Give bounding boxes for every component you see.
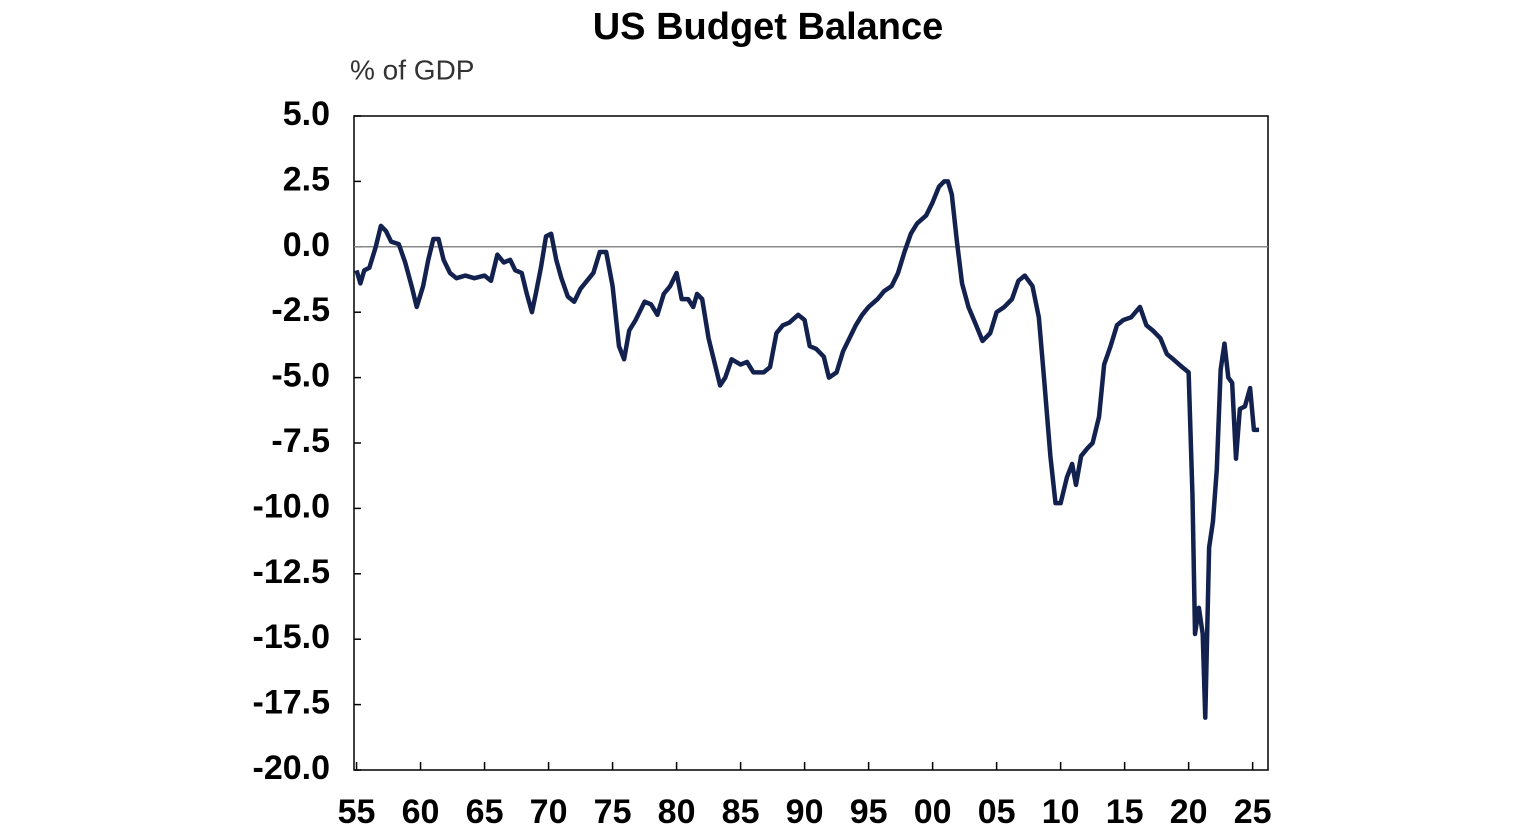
y-tick-label: -7.5: [271, 422, 330, 460]
x-tick-label: 15: [1106, 793, 1144, 831]
x-tick-label: 75: [594, 793, 632, 831]
x-tick-label: 65: [466, 793, 504, 831]
x-tick-label: 80: [658, 793, 696, 831]
x-tick-label: 25: [1234, 793, 1272, 831]
y-tick-label: -20.0: [253, 749, 331, 787]
x-tick-label: 55: [338, 793, 376, 831]
y-tick-label: -2.5: [271, 291, 330, 329]
y-tick-label: -17.5: [253, 684, 331, 722]
y-tick-label: -12.5: [253, 553, 331, 591]
x-tick-label: 70: [530, 793, 568, 831]
x-tick-label: 95: [850, 793, 888, 831]
y-axis-label: % of GDP: [350, 54, 474, 85]
x-tick-label: 20: [1170, 793, 1208, 831]
y-tick-label: 2.5: [283, 160, 330, 198]
plot-frame: [353, 115, 1269, 771]
x-tick-label: 90: [786, 793, 824, 831]
y-tick-label: -10.0: [253, 487, 331, 525]
y-tick-label: 5.0: [283, 95, 330, 133]
x-tick-label: 10: [1042, 793, 1080, 831]
x-tick-label: 00: [914, 793, 952, 831]
chart-title: US Budget Balance: [593, 6, 944, 48]
x-tick-label: 85: [722, 793, 760, 831]
x-tick-label: 05: [978, 793, 1016, 831]
y-tick-label: -15.0: [253, 618, 331, 656]
x-tick-label: 60: [402, 793, 440, 831]
y-tick-label: 0.0: [283, 226, 330, 264]
y-tick-label: -5.0: [271, 357, 330, 395]
data-line: [354, 179, 1260, 720]
